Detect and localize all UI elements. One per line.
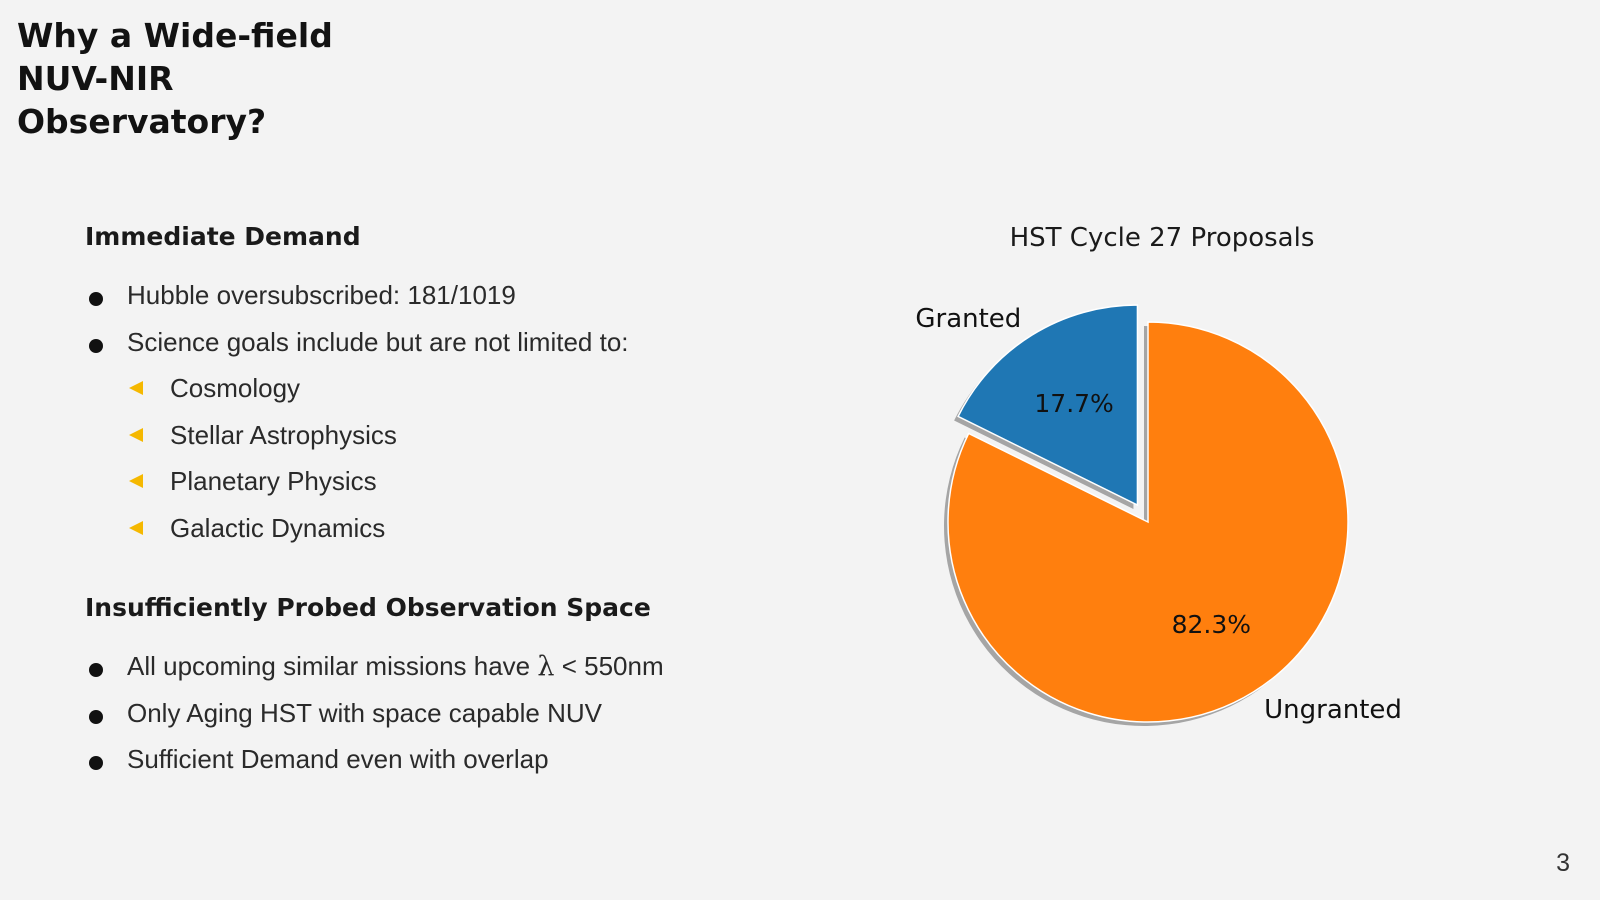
bullet-dot-icon: [89, 663, 103, 677]
triangle-left-icon: [129, 427, 143, 442]
pie-value-label-granted: 17.7%: [1034, 389, 1113, 418]
triangle-left-icon: [129, 474, 143, 488]
pie-category-label-granted: Granted: [915, 304, 1021, 334]
page-number: 3: [1556, 849, 1570, 877]
slide-title-line-3: Observatory?: [17, 102, 267, 141]
list-item: All upcoming similar missions have λ < 5…: [85, 643, 664, 690]
pie-chart: HST Cycle 27 Proposals 17.7% 82.3% Granted…: [915, 223, 1402, 726]
triangle-left-icon: [129, 520, 143, 535]
sub-list-item: Stellar Astrophysics: [85, 412, 629, 459]
slide-title-line-2: NUV-NIR: [17, 59, 174, 98]
sub-bullet-text: Stellar Astrophysics: [170, 419, 397, 450]
bullet-dot-icon: [89, 338, 103, 353]
sub-bullet-text: Galactic Dynamics: [170, 512, 386, 543]
bullet-text-suffix: < 550nm: [554, 651, 664, 681]
slide-title: Why a Wide-field NUV-NIR Observatory?: [17, 14, 357, 143]
sub-list-item: Cosmology: [85, 365, 629, 412]
sub-bullet-text: Planetary Physics: [170, 466, 377, 496]
list-item: Sufficient Demand even with overlap: [85, 736, 664, 783]
pie-slice-granted: [957, 304, 1139, 507]
immediate-demand-list: Hubble oversubscribed: 181/1019 Science …: [85, 272, 629, 551]
pie-slice-ungranted: [947, 321, 1349, 723]
pie-value-label-ungranted: 82.3%: [1172, 610, 1251, 639]
section-heading-immediate-demand: Immediate Demand: [85, 222, 361, 251]
section-heading-observation-space: Insufficiently Probed Observation Space: [85, 593, 651, 622]
observation-space-list: All upcoming similar missions have λ < 5…: [85, 643, 664, 783]
sub-bullet-text: Cosmology: [170, 373, 301, 403]
bullet-text: Hubble oversubscribed: 181/1019: [127, 280, 516, 310]
sub-list-item: Galactic Dynamics: [85, 505, 629, 552]
slide-title-line-1: Why a Wide-field: [17, 16, 333, 55]
list-item: Hubble oversubscribed: 181/1019: [85, 272, 629, 319]
lambda-symbol: λ: [537, 651, 555, 682]
list-item: Only Aging HST with space capable NUV: [85, 690, 664, 737]
sub-list-item: Planetary Physics: [85, 458, 629, 505]
bullet-dot-icon: [89, 292, 103, 306]
bullet-text: Sufficient Demand even with overlap: [127, 744, 549, 774]
bullet-dot-icon: [89, 756, 103, 770]
pie-category-label-ungranted: Ungranted: [1264, 695, 1402, 725]
bullet-text: Science goals include but are not limite…: [127, 326, 629, 357]
list-item: Science goals include but are not limite…: [85, 319, 629, 366]
bullet-text-prefix: All upcoming similar missions have: [127, 651, 538, 681]
bullet-dot-icon: [89, 709, 103, 724]
triangle-left-icon: [129, 381, 143, 395]
chart-title: HST Cycle 27 Proposals: [1010, 223, 1315, 253]
bullet-text: Only Aging HST with space capable NUV: [127, 697, 602, 728]
